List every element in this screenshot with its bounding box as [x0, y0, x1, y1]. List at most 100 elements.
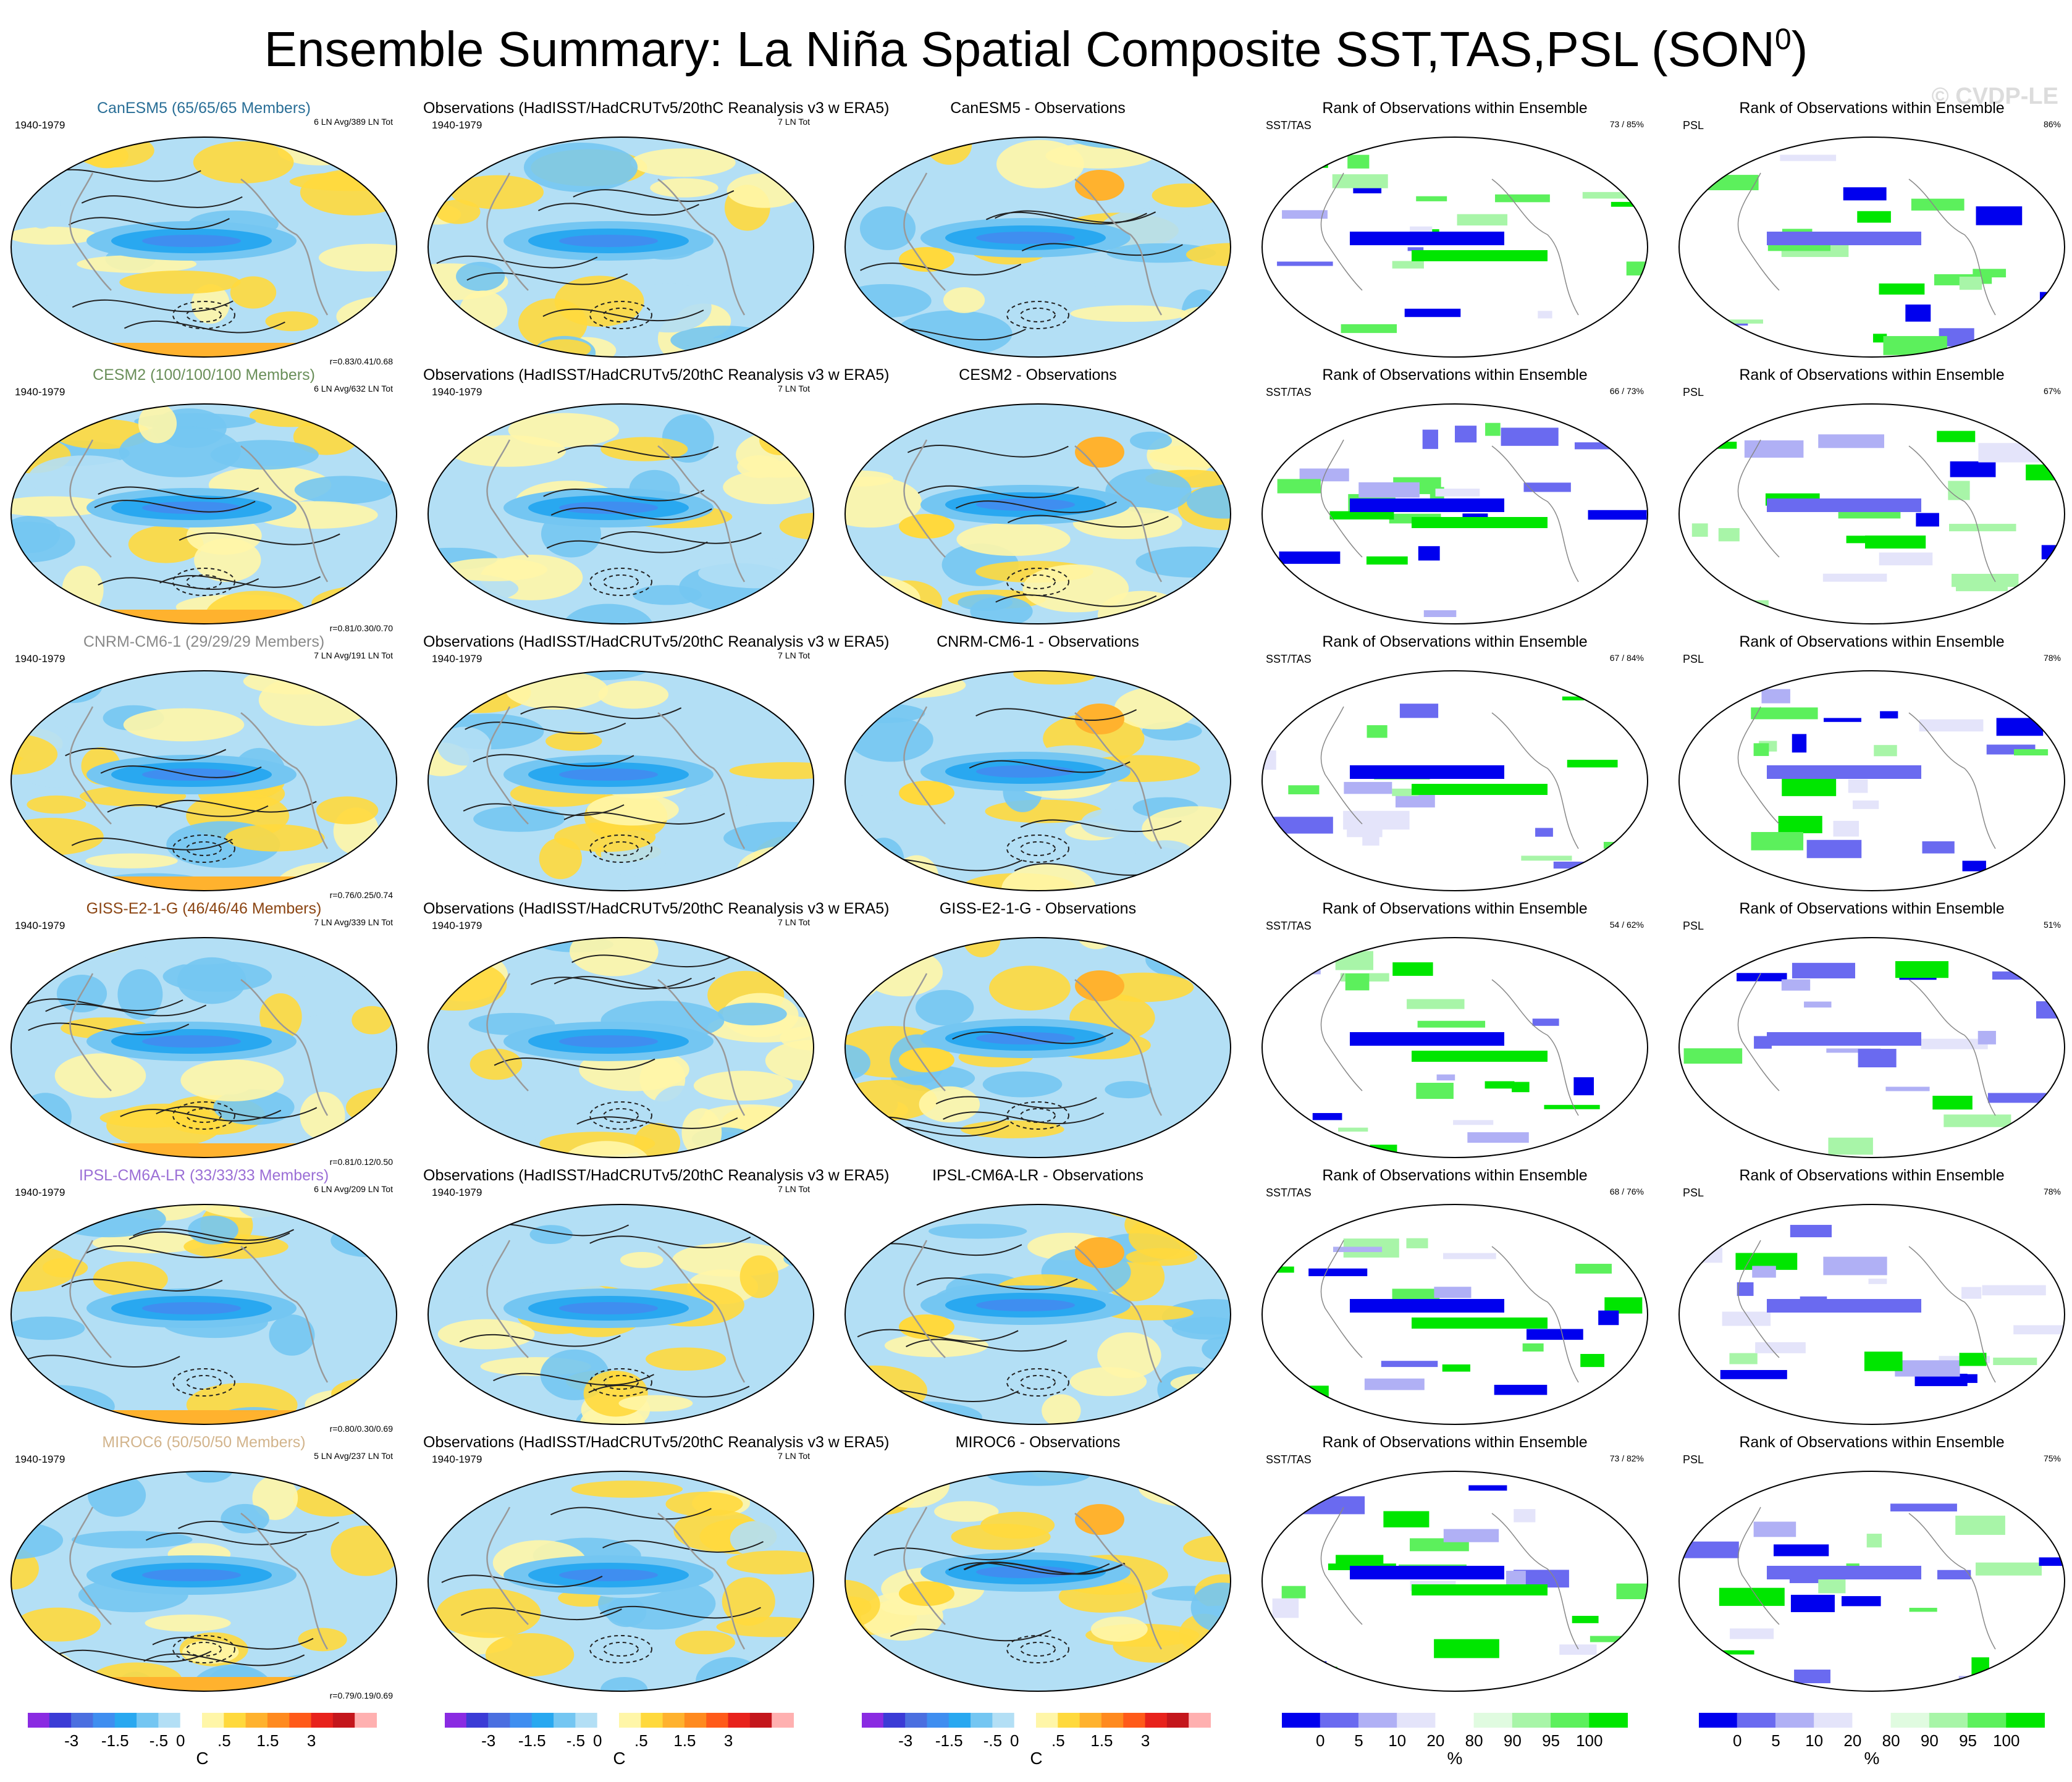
rank-title: Rank of Observations within Ensemble	[1739, 99, 2005, 117]
temp-colorbar-swatches	[445, 1713, 794, 1728]
sst-pct: 66 / 73%	[1609, 386, 1644, 396]
obs-count: 7 LN Tot	[778, 917, 810, 927]
obs-panel: Observations (HadISST/HadCRUTv5/20thC Re…	[423, 99, 889, 368]
obs-panel: Observations (HadISST/HadCRUTv5/20thC Re…	[423, 1434, 889, 1702]
colorbar-tick-label: 1.5	[673, 1731, 696, 1750]
colorbar-tick-label: -1.5	[518, 1731, 546, 1750]
colorbar-swatch	[28, 1713, 50, 1728]
rank-title: Rank of Observations within Ensemble	[1739, 1434, 2005, 1451]
obs-title: Observations (HadISST/HadCRUTv5/20thC Re…	[423, 1167, 890, 1184]
rank-map	[1261, 670, 1648, 891]
period-label: 1940-1979	[15, 119, 65, 131]
diff-title: CESM2 - Observations	[959, 366, 1117, 384]
psl-pct: 75%	[2043, 1453, 2061, 1463]
colorbar-tick-label: 90	[1503, 1731, 1522, 1750]
colorbar-tick-label: 20	[1426, 1731, 1445, 1750]
rankpsl-map	[1678, 1471, 2065, 1692]
ln-counts: 5 LN Avg/237 LN Tot	[314, 1451, 393, 1461]
diff-title: MIROC6 - Observations	[955, 1434, 1121, 1451]
colorbar-tick-label: 0	[1009, 1731, 1019, 1750]
colorbar-swatch	[728, 1713, 751, 1728]
diff-title: GISS-E2-1-G - Observations	[939, 900, 1137, 917]
temp-map	[11, 1204, 397, 1425]
rank-sst-panel: Rank of Observations within Ensemble SST/…	[1257, 1167, 1653, 1435]
rank-psl-panel: Rank of Observations within Ensemble PSL 7…	[1674, 1167, 2070, 1435]
psl-label: PSL	[1683, 386, 1704, 398]
colorbar-swatch	[1512, 1713, 1552, 1728]
colorbar-swatch	[1699, 1713, 1738, 1728]
colorbar-swatch	[1036, 1713, 1059, 1728]
psl-pct: 51%	[2043, 920, 2061, 930]
model-panel: IPSL-CM6A-LR (33/33/33 Members) 1940-1979…	[6, 1167, 402, 1435]
obs-count: 7 LN Tot	[778, 384, 810, 393]
temp-colorbar: -3 -1.5 -.5 0 .5 1.5 3 C	[445, 1713, 794, 1775]
rank-psl-panel: Rank of Observations within Ensemble PSL 5…	[1674, 900, 2070, 1168]
watermark: © CVDP-LE	[1931, 83, 2058, 109]
obs-title: Observations (HadISST/HadCRUTv5/20thC Re…	[423, 900, 890, 917]
colorbar-swatch	[114, 1713, 138, 1728]
psl-pct: 86%	[2043, 119, 2061, 129]
sst-label: SST/TAS	[1266, 1187, 1312, 1199]
temp-colorbar: -3 -1.5 -.5 0 .5 1.5 3 C	[28, 1713, 377, 1775]
obs-period-label: 1940-1979	[432, 1187, 482, 1198]
model-title: IPSL-CM6A-LR (33/33/33 Members)	[78, 1167, 329, 1184]
colorbar-swatch	[245, 1713, 268, 1728]
colorbar-swatch	[1014, 1713, 1037, 1728]
sst-pct: 73 / 82%	[1609, 1453, 1644, 1463]
obs-count: 7 LN Tot	[778, 1184, 810, 1194]
colorbar-tick-label: 0	[592, 1731, 602, 1750]
colorbar-swatch	[1551, 1713, 1590, 1728]
colorbar-swatch	[706, 1713, 729, 1728]
sst-pct: 68 / 76%	[1609, 1187, 1644, 1196]
obs-period-label: 1940-1979	[432, 920, 482, 931]
colorbar-swatch	[1145, 1713, 1168, 1728]
colorbar-swatch	[224, 1713, 246, 1728]
colorbar-swatch	[1058, 1713, 1080, 1728]
rank-sst-panel: Rank of Observations within Ensemble SST/…	[1257, 1434, 1653, 1702]
colorbar-tick-label: -3	[898, 1731, 913, 1750]
rank-colorbar: 0 5 10 20 80 90 95 100%	[1699, 1713, 2045, 1775]
colorbar-tick-label: 0	[1315, 1731, 1325, 1750]
period-label: 1940-1979	[15, 920, 65, 931]
model-panel: MIROC6 (50/50/50 Members) 1940-1979 5 LN A…	[6, 1434, 402, 1702]
rankpsl-map	[1678, 937, 2065, 1158]
rank-sst-panel: Rank of Observations within Ensemble SST/…	[1257, 633, 1653, 901]
colorbar-swatch	[488, 1713, 511, 1728]
model-panel: CESM2 (100/100/100 Members) 1940-1979 6 LN…	[6, 366, 402, 634]
temp-colorbar-swatches	[862, 1713, 1211, 1728]
r-values: r=0.81/0.12/0.50	[329, 1157, 393, 1167]
obs-count: 7 LN Tot	[778, 117, 810, 127]
obs-period-label: 1940-1979	[432, 386, 482, 398]
ln-counts: 7 LN Avg/191 LN Tot	[314, 650, 393, 660]
rank-sst-panel: Rank of Observations within Ensemble SST/…	[1257, 99, 1653, 368]
sst-label: SST/TAS	[1266, 920, 1312, 932]
colorbar-tick-label: .5	[217, 1731, 231, 1750]
colorbar-swatch	[1079, 1713, 1102, 1728]
diff-panel: IPSL-CM6A-LR - Observations	[840, 1167, 1236, 1435]
colorbar-tick-label: 100	[1576, 1731, 1603, 1750]
psl-pct: 67%	[2043, 386, 2061, 396]
colorbar-swatch	[180, 1713, 203, 1728]
sst-label: SST/TAS	[1266, 653, 1312, 665]
colorbar-swatch	[355, 1713, 377, 1728]
colorbar-tick-label: 0	[1732, 1731, 1742, 1750]
ln-counts: 6 LN Avg/209 LN Tot	[314, 1184, 393, 1194]
colorbar-tick-label: -.5	[983, 1731, 1003, 1750]
rankpsl-map	[1678, 670, 2065, 891]
colorbar-unit: %	[1864, 1749, 1880, 1768]
psl-label: PSL	[1683, 1453, 1704, 1466]
rank-title: Rank of Observations within Ensemble	[1322, 633, 1588, 650]
period-label: 1940-1979	[15, 653, 65, 665]
period-label: 1940-1979	[15, 1453, 65, 1465]
rank-sst-panel: Rank of Observations within Ensemble SST/…	[1257, 900, 1653, 1168]
colorbar-swatch	[971, 1713, 993, 1728]
colorbar-tick-label: -1.5	[935, 1731, 963, 1750]
colorbar-swatch	[1397, 1713, 1436, 1728]
psl-label: PSL	[1683, 920, 1704, 932]
colorbar-swatch	[267, 1713, 290, 1728]
colorbar-swatch	[49, 1713, 72, 1728]
colorbar-tick-label: 95	[1542, 1731, 1560, 1750]
model-title: CanESM5 (65/65/65 Members)	[97, 99, 311, 117]
colorbar-swatch	[1737, 1713, 1776, 1728]
temp-map	[427, 1471, 814, 1692]
